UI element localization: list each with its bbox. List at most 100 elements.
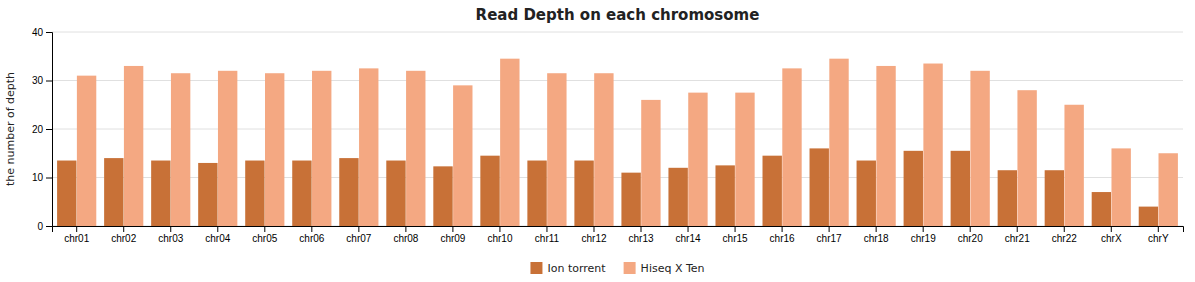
bar: [1139, 207, 1158, 226]
bar: [339, 158, 358, 226]
y-tick-label: 10: [32, 172, 44, 183]
x-tick-mark: [499, 226, 500, 232]
legend-label: Ion torrent: [547, 262, 606, 275]
bars: [57, 59, 1178, 226]
bar: [574, 161, 593, 226]
x-tick-label: chr03: [158, 233, 183, 244]
x-tick: chr20: [958, 226, 983, 244]
y-axis: 0 10 20 30 40: [32, 27, 53, 232]
bar: [857, 161, 876, 226]
y-tick: 40: [32, 27, 52, 38]
bar: [1045, 170, 1064, 226]
x-tick-label: chr21: [1005, 233, 1030, 244]
x-tick-label: chr17: [817, 233, 842, 244]
bar: [876, 66, 895, 226]
x-tick-label: chr11: [535, 233, 560, 244]
x-tick: chr11: [535, 226, 560, 244]
x-tick-label: chr09: [440, 233, 465, 244]
bar: [104, 158, 123, 226]
bar: [527, 161, 546, 226]
x-tick: chr04: [205, 226, 230, 244]
x-tick: chr18: [864, 226, 889, 244]
bar: [386, 161, 405, 226]
x-tick-mark: [264, 226, 265, 232]
x-tick-mark: [829, 226, 830, 232]
bar: [406, 71, 425, 226]
x-tick-label: chr13: [629, 233, 654, 244]
x-tick-label: chr14: [676, 233, 701, 244]
bar: [735, 93, 754, 226]
bar: [453, 85, 472, 226]
x-tick-label: chr08: [393, 233, 418, 244]
bar: [547, 73, 566, 226]
legend-swatch: [624, 262, 636, 274]
x-tick-mark: [688, 226, 689, 232]
x-tick-mark: [1111, 226, 1112, 232]
x-tick-mark: [311, 226, 312, 232]
y-tick-mark: [46, 178, 52, 179]
x-tick-mark: [1064, 226, 1065, 232]
x-tick-mark: [641, 226, 642, 232]
x-axis: chr01chr02chr03chr04chr05chr06chr07chr08…: [53, 226, 1184, 244]
x-tick-mark: [170, 226, 171, 232]
bar: [594, 73, 613, 226]
x-tick-label: chr07: [346, 233, 371, 244]
x-tick-label: chr05: [252, 233, 277, 244]
y-tick-label: 0: [37, 221, 43, 232]
x-tick-label: chr16: [770, 233, 795, 244]
x-tick-mark: [358, 226, 359, 232]
bar: [57, 161, 76, 226]
x-tick-label: chr18: [864, 233, 889, 244]
x-tick-label: chrX: [1101, 233, 1122, 244]
bar: [829, 59, 848, 226]
bar: [218, 71, 237, 226]
bar: [810, 148, 829, 226]
x-tick: chr03: [158, 226, 183, 244]
bar: [500, 59, 519, 226]
x-tick: chr15: [723, 226, 748, 244]
x-tick-mark: [876, 226, 877, 232]
x-tick: chr12: [581, 226, 606, 244]
bar: [621, 173, 640, 226]
x-tick: chr17: [817, 226, 842, 244]
x-tick-mark: [405, 226, 406, 232]
x-tick-label: chr22: [1052, 233, 1077, 244]
plot: 010203040chr01chr02chr03chr04chr05chr06c…: [32, 27, 1184, 244]
y-tick-label: 30: [32, 75, 44, 86]
x-tick: chr07: [346, 226, 371, 244]
bar: [151, 161, 170, 226]
y-tick-label: 40: [32, 27, 44, 38]
y-tick-mark: [46, 81, 52, 82]
bar: [1064, 105, 1083, 226]
bar: [951, 151, 970, 226]
y-tick-label: 20: [32, 124, 44, 135]
x-tick-label: chr10: [487, 233, 512, 244]
bar: [245, 161, 264, 226]
bar: [1017, 90, 1036, 226]
y-tick-mark: [46, 32, 52, 33]
y-axis-line: [46, 33, 53, 227]
bar: [923, 64, 942, 226]
legend-label: Hiseq X Ten: [641, 262, 705, 275]
bar: [782, 68, 801, 226]
bar-series: [77, 59, 1178, 226]
bar: [688, 93, 707, 226]
y-tick: 30: [32, 75, 52, 86]
x-tick: chr08: [393, 226, 418, 244]
bar: [124, 66, 143, 226]
x-tick-mark: [923, 226, 924, 232]
bar: [77, 76, 96, 226]
bar: [763, 156, 782, 226]
x-tick: chr05: [252, 226, 277, 244]
x-tick: chr22: [1052, 226, 1077, 244]
x-tick: chr06: [299, 226, 324, 244]
title: Read Depth on each chromosome: [476, 6, 760, 24]
x-tick: chr13: [629, 226, 654, 244]
x-tick: chr14: [676, 226, 701, 244]
bar: [1111, 148, 1130, 226]
bar: [1159, 153, 1178, 226]
legend-item: Ion torrent: [530, 262, 606, 275]
y-tick: 0: [37, 221, 52, 232]
x-tick: chr02: [111, 226, 136, 244]
x-tick-mark: [735, 226, 736, 232]
